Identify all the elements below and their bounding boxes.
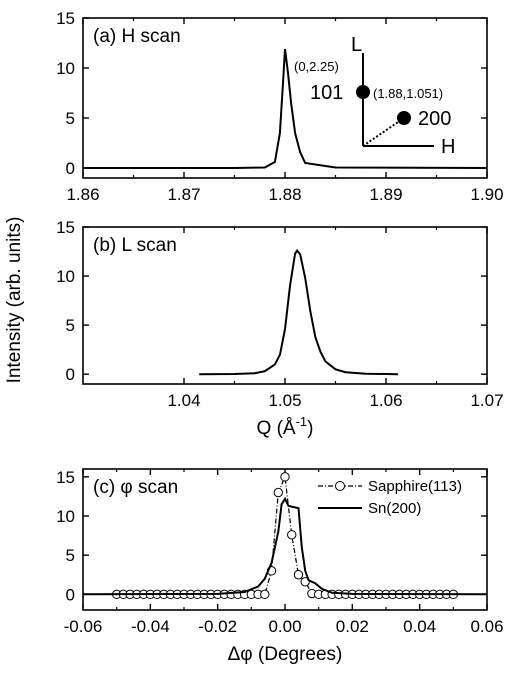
- x-tick-label: 1.04: [167, 391, 200, 410]
- y-tick-label: 10: [56, 267, 75, 286]
- x-tick-label: 1.05: [268, 391, 301, 410]
- panel-label: (c) φ scan: [93, 477, 178, 498]
- x-tick-label: 1.89: [369, 185, 402, 204]
- y-tick-label: 5: [66, 109, 75, 128]
- inset-label-101: 101: [310, 82, 343, 104]
- panel-1: 1.86 1.87 1.88 1.89 1.90 0 5 10 15 (a) H scan L H (0…: [56, 9, 503, 204]
- x-tick-label: 1.88: [268, 185, 301, 204]
- legend-label-1: Sapphire(113): [368, 478, 462, 495]
- panel-label: (b) L scan: [93, 235, 177, 256]
- inset-l-label: L: [351, 34, 362, 56]
- x-tick-label: 1.07: [470, 391, 503, 410]
- series-line-1: [199, 248, 399, 376]
- x-tick-label: 0.00: [268, 617, 301, 636]
- x-tick-label: -0.02: [198, 617, 237, 636]
- inset-coord-101: (1.88,1.051): [373, 86, 443, 101]
- y-tick-label: 5: [66, 546, 75, 565]
- inset-point-200: [397, 111, 411, 125]
- x-tick-label: 1.86: [66, 185, 99, 204]
- inset-diagonal: [362, 117, 405, 147]
- x-tick-label: 0.04: [403, 617, 436, 636]
- data-point: [287, 530, 297, 540]
- inset-point-101: [356, 85, 370, 99]
- x-tick-label: 1.87: [167, 185, 200, 204]
- x-axis-label: Q (Å-1): [257, 414, 314, 439]
- inset-diagram: L H (0,2.25) 101 (1.88,1.051) 200: [294, 34, 455, 158]
- x-tick-label: -0.04: [131, 617, 170, 636]
- inset-h-label: H: [441, 136, 455, 158]
- y-tick-label: 15: [56, 218, 75, 237]
- x-tick-label: 1.90: [470, 185, 503, 204]
- panel-2: 1.04 1.05 1.06 1.07 0 5 10 15 (b) L scan Q (Å-1): [56, 218, 503, 439]
- data-point: [293, 570, 304, 580]
- y-axis-label: Intensity (arb. units): [4, 217, 25, 384]
- legend: Sapphire(113) Sn(200): [318, 478, 462, 517]
- y-tick-label: 15: [56, 9, 75, 28]
- data-point: [300, 577, 310, 587]
- series-line-2: [82, 496, 488, 596]
- x-tick-label: 0.06: [470, 617, 503, 636]
- y-tick-label: 5: [66, 316, 75, 335]
- y-tick-label: 0: [66, 365, 75, 384]
- series-line-1: [83, 48, 488, 169]
- y-tick-label: 0: [66, 159, 75, 178]
- y-tick-label: 0: [66, 585, 75, 604]
- panel-label: (a) H scan: [93, 26, 181, 47]
- x-axis-label: Δφ (Degrees): [228, 644, 343, 665]
- data-point: [280, 472, 290, 482]
- data-point: [273, 487, 283, 498]
- inset-label-200: 200: [418, 108, 451, 130]
- x-tick-label: -0.06: [64, 617, 103, 636]
- legend-label-2: Sn(200): [368, 500, 421, 517]
- panel-3: -0.06 -0.04 -0.02 0.00 0.02 0.04 0.06 0 5 10 15 (c)…: [56, 468, 503, 665]
- y-tick-label: 10: [56, 59, 75, 78]
- x-tick-label: 1.06: [369, 391, 402, 410]
- y-tick-label: 15: [56, 468, 75, 487]
- y-tick-label: 10: [56, 507, 75, 526]
- inset-origin-label: (0,2.25): [294, 59, 339, 74]
- x-tick-label: 0.02: [336, 617, 369, 636]
- legend-marker-1: [335, 481, 345, 491]
- data-point: [260, 589, 270, 600]
